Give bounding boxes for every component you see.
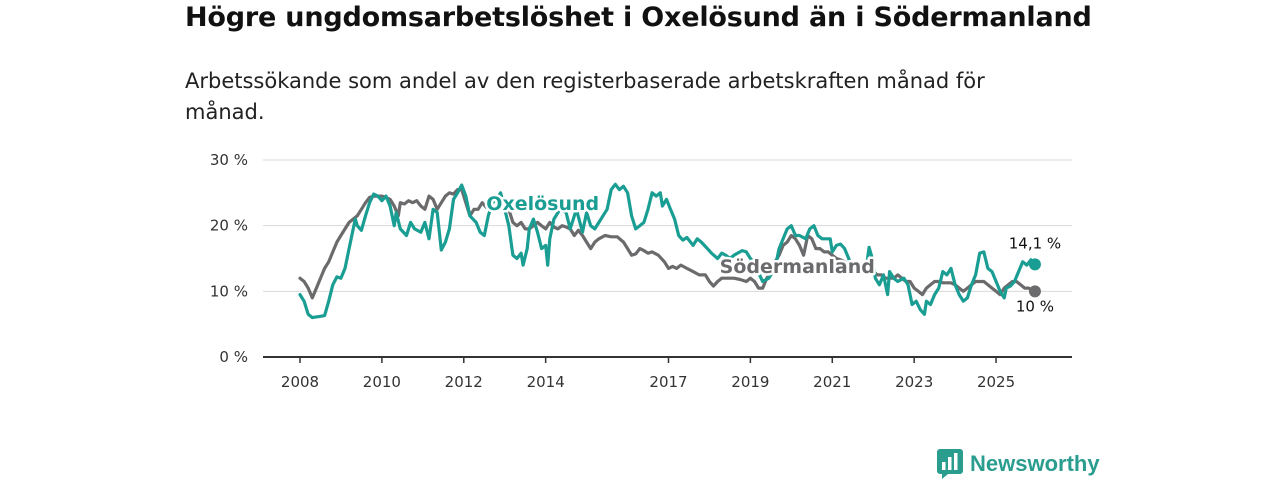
chart-title: Högre ungdomsarbetslöshet i Oxelösund än… [185, 2, 1092, 33]
series-label-oxelosund: Oxelösund [486, 193, 599, 215]
brand-name: Newsworthy [970, 451, 1100, 476]
series-line-oxelsund [298, 182, 1037, 320]
chart-subtitle: Arbetssökande som andel av den registerb… [185, 69, 985, 124]
x-tick-label: 2010 [363, 373, 401, 391]
end-point-oxelosund [1028, 258, 1041, 271]
x-tick-label: 2012 [445, 373, 483, 391]
y-tick-label: 30 % [210, 151, 248, 169]
labels: 14,1 % 10 % Oxelösund Södermanland [484, 190, 1061, 315]
x-tick-label: 2021 [813, 373, 851, 391]
end-value-label: 10 % [1016, 297, 1054, 315]
y-tick-label: 20 % [210, 217, 248, 235]
x-tick-label: 2019 [731, 373, 769, 391]
bar-chart-logo-icon [937, 449, 963, 479]
series-lines [298, 182, 1037, 320]
x-tick-label: 2023 [895, 373, 933, 391]
y-tick-label: 0 % [219, 348, 248, 366]
x-tick-label: 2017 [649, 373, 687, 391]
end-value-label: 14,1 % [1009, 234, 1061, 252]
end-point-sodermanland [1028, 285, 1041, 298]
y-tick-label: 10 % [210, 282, 248, 300]
x-axis: 0 % 10 % 20 % 30 % 2008 2010 2012 2014 2017 2019 2… [210, 151, 1072, 391]
x-tick-label: 2008 [281, 373, 319, 391]
x-tick-label: 2025 [977, 373, 1015, 391]
x-tick-label: 2014 [527, 373, 565, 391]
series-line-sdermanland [298, 188, 1037, 300]
newsworthy-logo: Newsworthy [937, 449, 1100, 479]
series-label-sodermanland: Södermanland [720, 256, 875, 278]
